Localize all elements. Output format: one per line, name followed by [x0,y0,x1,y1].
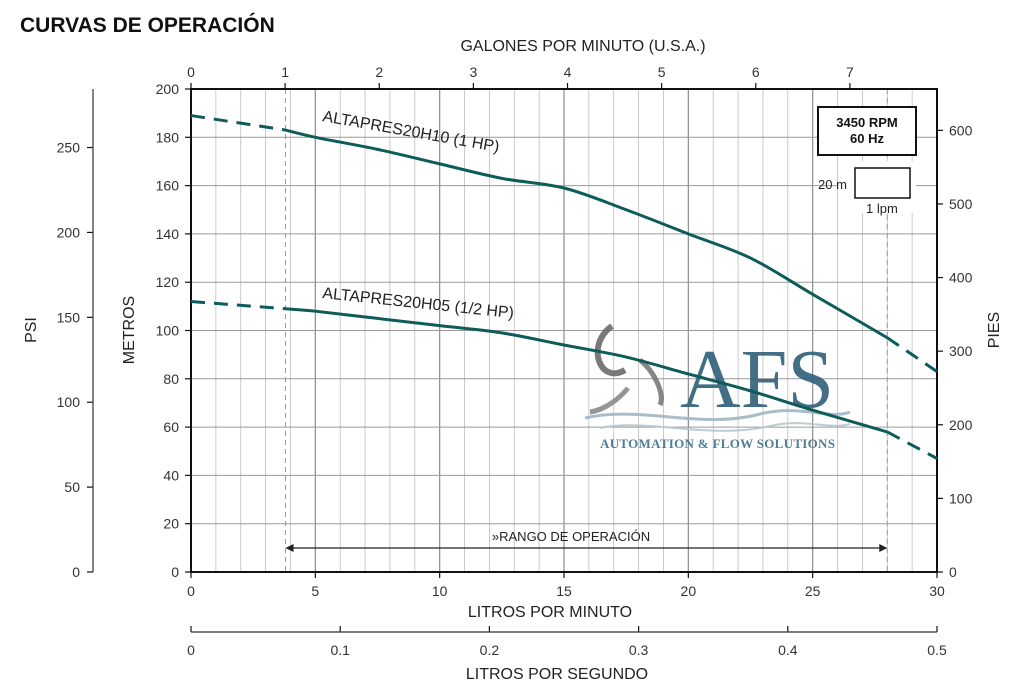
arrow-left-icon [285,544,294,552]
x-tick-label: 10 [432,583,448,599]
page-title: CURVAS DE OPERACIÓN [20,13,275,37]
y-axis-label: METROS [121,296,138,364]
x-tick-label: 5 [311,583,319,599]
y-tick-label: 40 [163,467,179,483]
curve-dash-start-0 [190,114,286,132]
lps-tick-label: 0.1 [330,642,350,658]
psi-tick-label: 0 [72,564,80,580]
logo-swirl-2 [589,386,630,415]
y-tick-label: 0 [171,564,179,580]
y-tick-label: 100 [156,323,180,339]
logo-swirl-3 [638,358,664,407]
psi-tick-label: 150 [57,309,81,325]
psi-tick-label: 100 [57,394,81,410]
curves [190,114,938,460]
pies-tick-label: 600 [949,122,973,138]
pies-tick-label: 400 [949,270,973,286]
curve-dash-end-1 [886,430,938,460]
gpm-tick-label: 4 [564,64,572,80]
logo-subtitle: AUTOMATION & FLOW SOLUTIONS [600,436,835,451]
scale-rect [854,167,911,199]
axis-ticks: 0 5 10 15 20 25 300204060801001201401601802000… [57,64,973,658]
gpm-tick-label: 0 [187,64,195,80]
psi-tick-label: 50 [64,479,80,495]
gpm-tick-label: 6 [752,64,760,80]
rpm-box-frame [817,106,917,156]
lps-tick-label: 0.3 [629,642,649,658]
scale-box-bg [838,161,916,213]
pies-tick-label: 100 [949,490,973,506]
logo-wave-2 [599,422,851,432]
operating-range-label: »RANGO DE OPERACIÓN [492,529,650,544]
operating-range: »RANGO DE OPERACIÓN [285,529,888,552]
gpm-tick-label: 2 [375,64,383,80]
gpm-tick-label: 5 [658,64,666,80]
curve-label-h10: ALTAPRES20H10 (1 HP) [321,108,500,156]
lps-axis-label: LITROS POR SEGUNDO [466,666,648,683]
logo-swirl [594,323,627,377]
lps-tick-label: 0.2 [480,642,500,658]
curve-dash-end-0 [886,336,938,373]
x-tick-label: 25 [805,583,821,599]
rpm-text: 3450 RPM [836,115,897,130]
pies-axis-label: PIES [986,312,1003,348]
scale-x-text: 1 lpm [866,201,898,216]
top-axis-label: GALONES POR MINUTO (U.S.A.) [460,38,705,55]
psi-tick-label: 200 [57,224,81,240]
pies-tick-label: 200 [949,417,973,433]
plot-frame [190,88,938,573]
gpm-tick-label: 7 [846,64,854,80]
lps-tick-label: 0.4 [778,642,798,658]
x-tick-label: 20 [681,583,697,599]
y-tick-label: 180 [156,129,180,145]
scale-box: 20 m 1 lpm [818,161,916,216]
grid [190,88,938,573]
lps-tick-label: 0 [187,642,195,658]
y-tick-label: 120 [156,274,180,290]
pies-tick-label: 300 [949,343,973,359]
gpm-tick-label: 1 [281,64,289,80]
y-tick-label: 20 [163,516,179,532]
x-tick-label: 0 [187,583,195,599]
pies-tick-label: 0 [949,564,957,580]
scale-y-text: 20 m [818,177,847,192]
afs-logo: AFS AUTOMATION & FLOW SOLUTIONS [584,323,851,451]
y-tick-label: 200 [156,81,180,97]
pies-tick-label: 500 [949,196,973,212]
psi-axis-label: PSI [23,317,40,343]
y-tick-label: 80 [163,371,179,387]
rpm-box: 3450 RPM 60 Hz [817,106,917,156]
psi-tick-label: 250 [57,140,81,156]
y-tick-label: 60 [163,419,179,435]
gpm-tick-label: 3 [469,64,477,80]
logo-text: AFS [680,333,834,426]
y-tick-label: 160 [156,178,180,194]
lps-tick-label: 0.5 [927,642,947,658]
x-tick-label: 15 [556,583,572,599]
arrow-right-icon [879,544,888,552]
y-tick-label: 140 [156,226,180,242]
curve-line-0 [285,128,889,340]
x-tick-label: 30 [929,583,945,599]
curve-line-1 [285,307,888,434]
curve-dash-start-1 [190,300,286,311]
x-axis-label: LITROS POR MINUTO [468,604,632,621]
hz-text: 60 Hz [850,131,884,146]
